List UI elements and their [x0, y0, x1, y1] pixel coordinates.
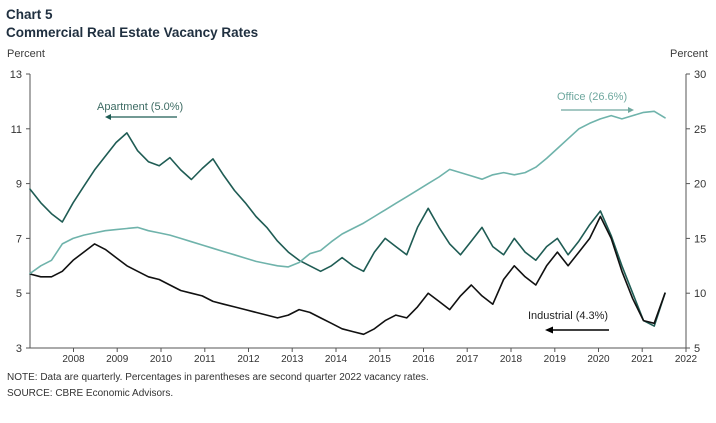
svg-text:9: 9: [16, 179, 22, 191]
svg-text:Apartment (5.0%): Apartment (5.0%): [97, 101, 183, 113]
svg-text:3: 3: [16, 343, 22, 355]
svg-text:30: 30: [694, 69, 706, 81]
svg-text:15: 15: [694, 233, 706, 245]
svg-text:2009: 2009: [106, 354, 129, 365]
svg-text:2018: 2018: [500, 354, 523, 365]
svg-text:2022: 2022: [675, 354, 698, 365]
svg-text:2011: 2011: [194, 354, 216, 365]
svg-text:10: 10: [694, 288, 706, 300]
svg-text:2013: 2013: [281, 354, 304, 365]
svg-text:2008: 2008: [62, 354, 85, 365]
svg-text:2014: 2014: [325, 354, 348, 365]
svg-text:2019: 2019: [544, 354, 567, 365]
svg-text:5: 5: [16, 288, 22, 300]
svg-text:Office (26.6%): Office (26.6%): [557, 91, 627, 103]
svg-text:2021: 2021: [631, 354, 654, 365]
svg-text:7: 7: [16, 233, 22, 245]
svg-text:25: 25: [694, 124, 706, 136]
svg-text:Industrial (4.3%): Industrial (4.3%): [528, 310, 608, 322]
svg-text:2015: 2015: [369, 354, 392, 365]
svg-text:11: 11: [11, 124, 22, 136]
svg-text:2017: 2017: [456, 354, 479, 365]
svg-text:13: 13: [10, 69, 22, 81]
svg-text:20: 20: [694, 179, 706, 191]
svg-text:2016: 2016: [412, 354, 435, 365]
svg-text:2012: 2012: [237, 354, 260, 365]
svg-text:2020: 2020: [587, 354, 610, 365]
svg-text:2010: 2010: [150, 354, 173, 365]
